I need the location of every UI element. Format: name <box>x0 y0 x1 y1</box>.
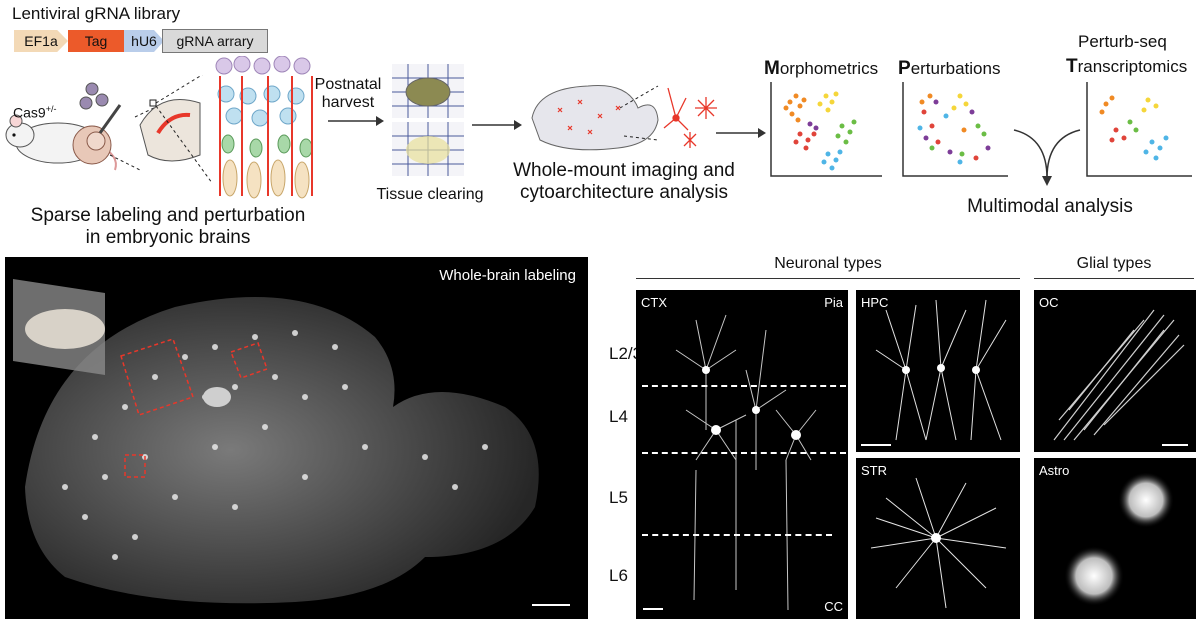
construct-grna: gRNA arrary <box>162 29 268 53</box>
neuronal-types-rule <box>636 278 1020 279</box>
hpc-scale-bar <box>861 444 891 446</box>
arrow-to-clearing <box>328 116 384 126</box>
str-panel: STR <box>856 458 1020 619</box>
ctx-scale-bar <box>643 608 663 610</box>
perturbations-title: Perturbations <box>898 58 1001 79</box>
astro-panel: Astro <box>1034 458 1196 619</box>
astro-cell-image <box>1064 472 1174 606</box>
layer-label-l4: L4 <box>609 407 628 426</box>
oc-label: OC <box>1039 295 1059 310</box>
str-label: STR <box>861 463 887 478</box>
hpc-neuron-image <box>875 299 1007 441</box>
tissue-clearing-images <box>392 64 464 176</box>
str-neuron-image <box>870 477 1007 609</box>
arrow-to-imaging <box>472 120 522 130</box>
cc-label: CC <box>824 599 843 614</box>
tissue-clearing-caption: Tissue clearing <box>376 186 484 203</box>
whole-brain-panel: Whole-brain labeling <box>5 257 588 619</box>
cleared-brain-illustration <box>531 84 717 151</box>
neuronal-types-title: Neuronal types <box>774 255 882 272</box>
oc-panel: OC <box>1034 290 1196 452</box>
postnatal-harvest-caption: Postnatal harvest <box>314 76 382 111</box>
multimodal-caption: Multimodal analysis <box>967 196 1133 217</box>
glial-types-title: Glial types <box>1076 255 1152 272</box>
transcriptomics-scatter <box>1086 82 1192 177</box>
whole-brain-label: Whole-brain labeling <box>439 267 576 284</box>
pia-label: Pia <box>824 295 843 310</box>
ctx-label: CTX <box>641 295 667 310</box>
layer-boundary-3 <box>642 534 832 536</box>
cortical-column-illustration <box>212 56 316 206</box>
mouse-genotype-label: Cas9+/- <box>13 104 57 121</box>
mouse-injection-illustration <box>5 75 216 188</box>
merge-arrow <box>1013 129 1081 186</box>
sparse-labeling-caption: Sparse labeling and perturbation in embr… <box>30 205 306 248</box>
hpc-label: HPC <box>861 295 889 310</box>
layer-label-l6: L6 <box>609 566 628 585</box>
ctx-panel: CTX Pia CC <box>636 290 848 619</box>
layer-label-l23: L2/3 <box>609 344 643 363</box>
arrow-to-analysis <box>716 128 766 138</box>
hpc-panel: HPC <box>856 290 1020 452</box>
oc-scale-bar <box>1162 444 1188 446</box>
layer-label-l5: L5 <box>609 488 628 507</box>
transcriptomics-title: Transcriptomics <box>1066 56 1188 77</box>
construct-ef1a: EF1a <box>14 30 68 52</box>
imaging-caption: Whole-mount imaging and cytoarchitecture… <box>513 160 735 203</box>
construct-tag: Tag <box>68 30 124 52</box>
whole-brain-image <box>13 279 539 604</box>
ctx-neuron-image <box>675 314 817 611</box>
morphometrics-title: Morphometrics <box>764 58 879 79</box>
oc-cell-image <box>1053 309 1185 441</box>
construct-hu6: hU6 <box>124 30 164 52</box>
layer-boundary-2 <box>642 452 846 454</box>
perturb-seq-title: Perturb-seq <box>1078 32 1167 51</box>
layer-boundary-1 <box>642 385 846 387</box>
morphometrics-scatter <box>770 82 882 177</box>
library-title: Lentiviral gRNA library <box>12 4 181 23</box>
whole-brain-scale-bar <box>532 604 570 606</box>
glial-types-rule <box>1034 278 1194 279</box>
perturbations-scatter <box>902 82 1008 177</box>
astro-label: Astro <box>1039 463 1070 478</box>
